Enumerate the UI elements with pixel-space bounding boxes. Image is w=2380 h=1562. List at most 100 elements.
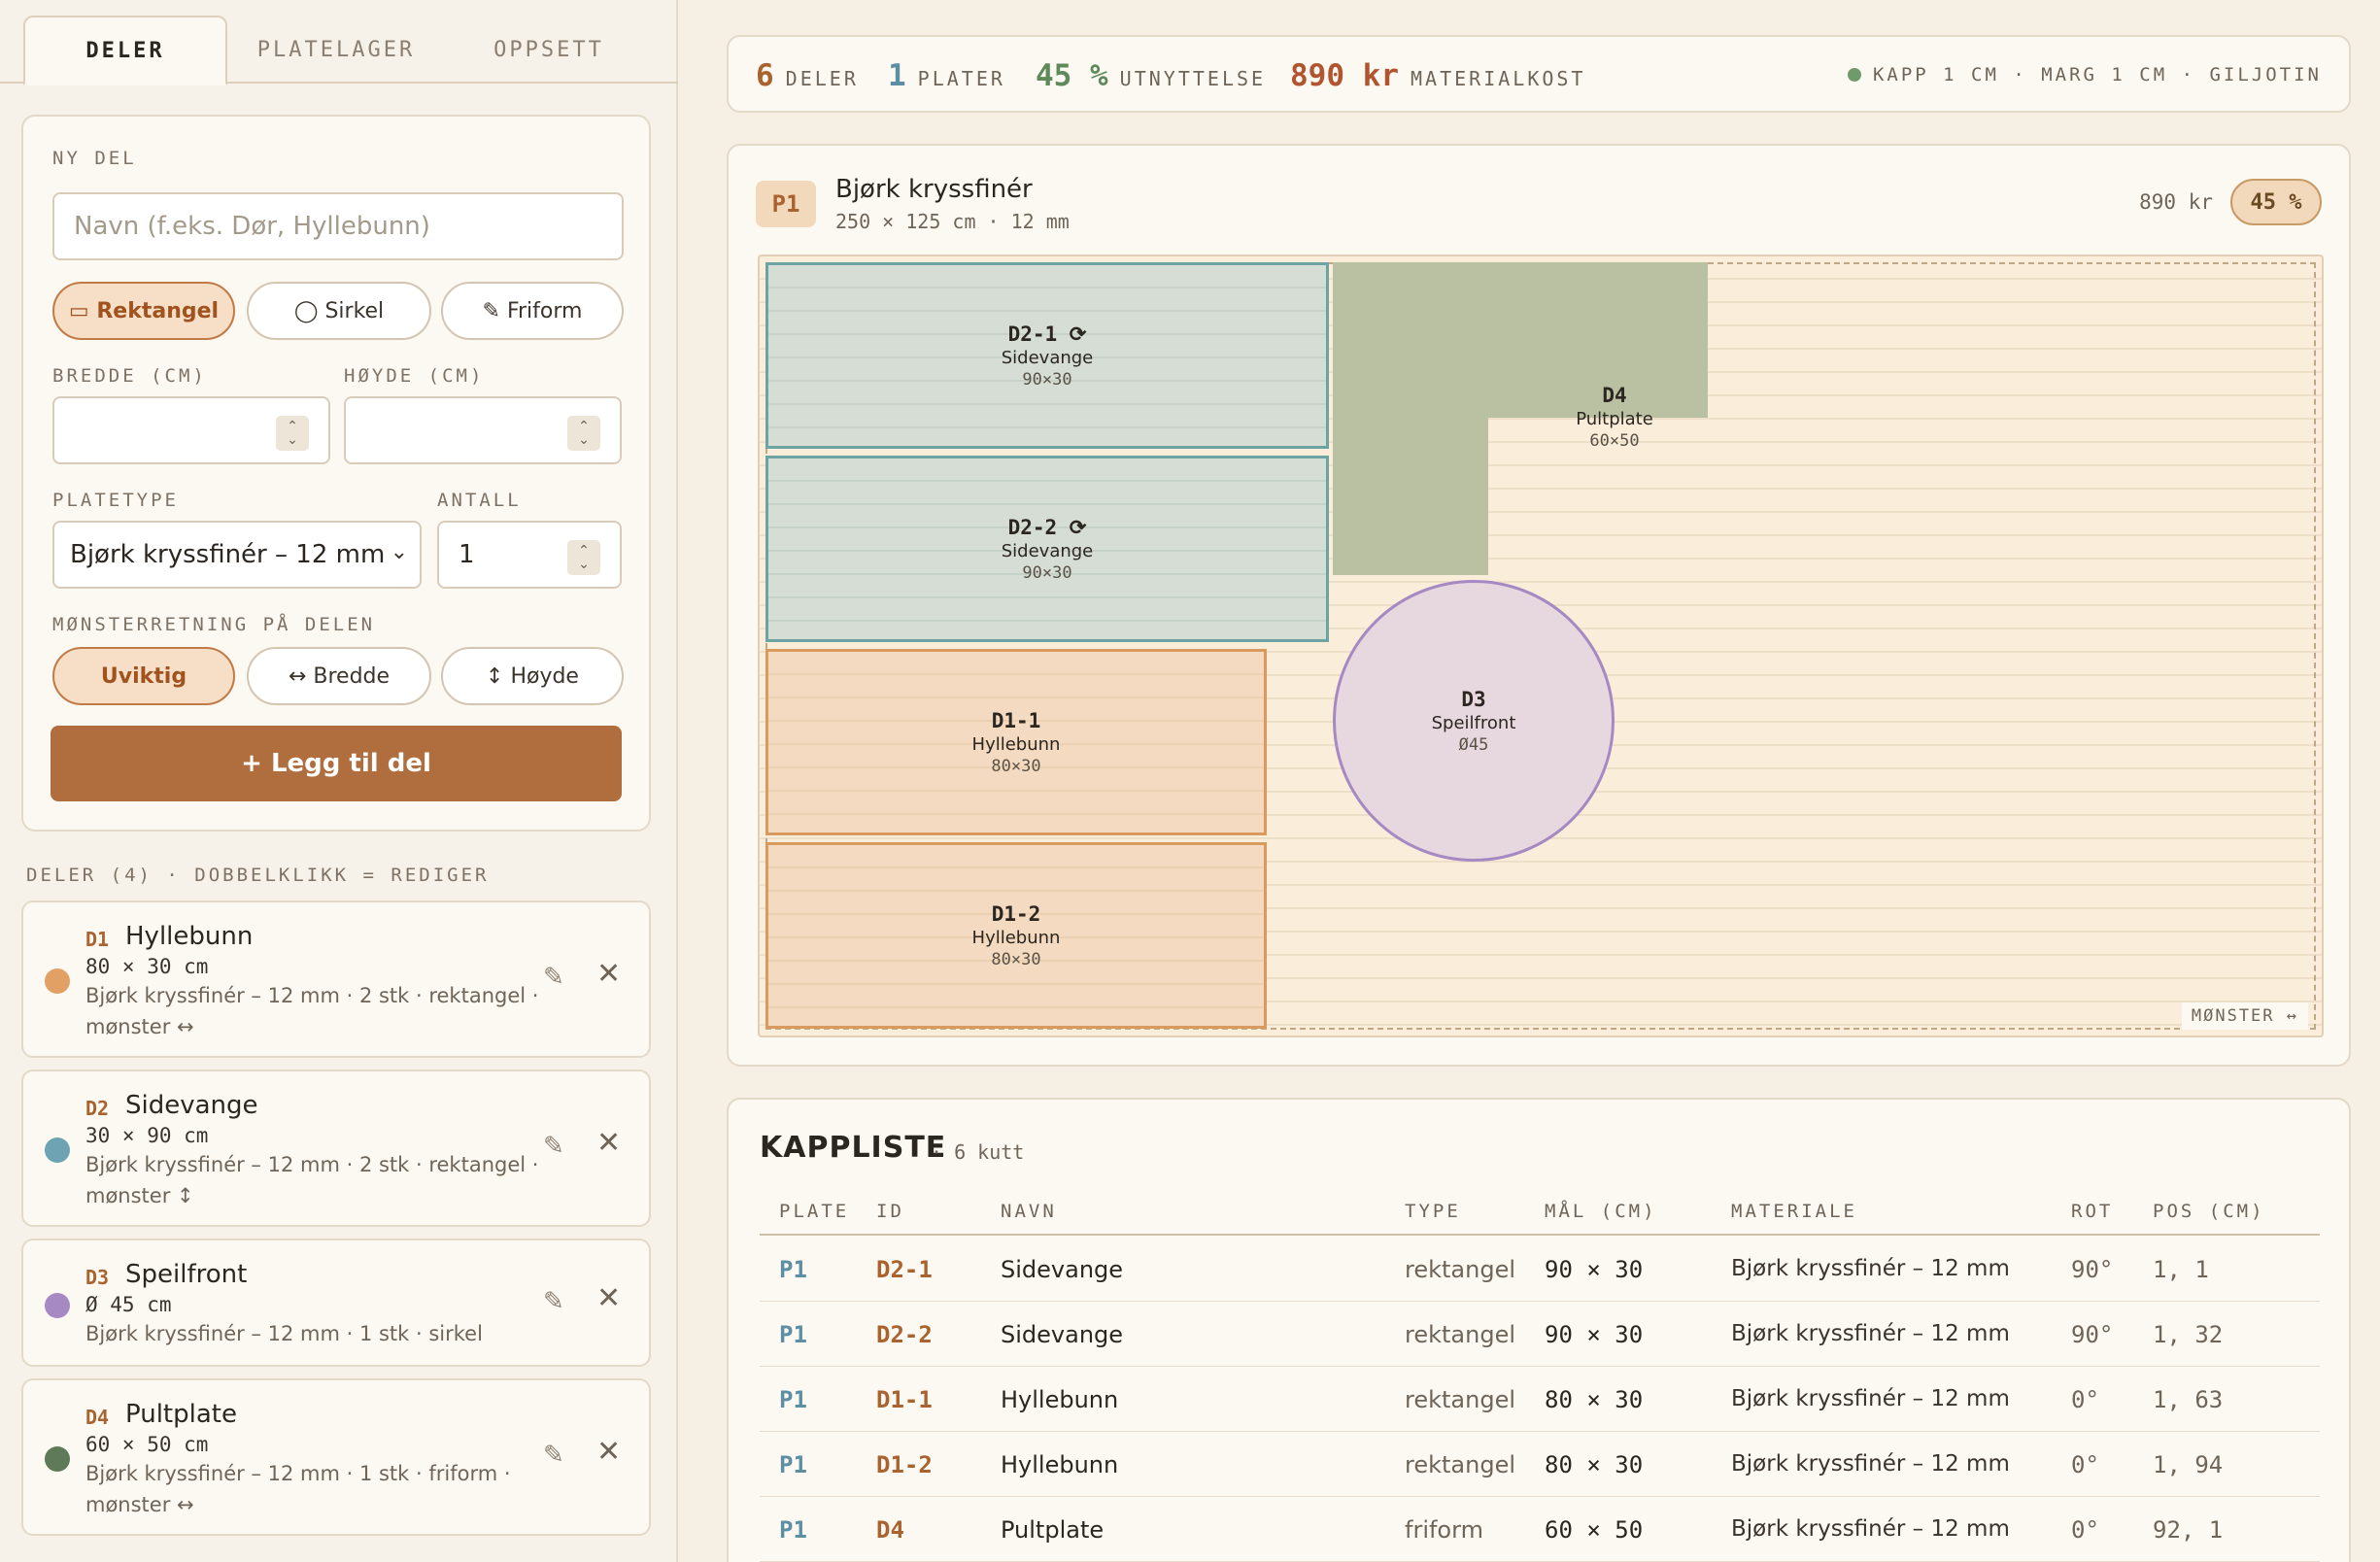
stat-parts: 6 DELER <box>756 58 859 93</box>
tab-bar: DELER PLATELAGER OPPSETT <box>0 0 678 85</box>
cell-name: Sidevange <box>1001 1256 1124 1283</box>
cell-dims: 80 × 30 <box>1545 1451 1644 1478</box>
tab-deler[interactable]: DELER <box>23 16 227 85</box>
part-id: D2 <box>85 1097 110 1120</box>
piece-name: Hyllebunn <box>971 733 1061 755</box>
platetype-select[interactable]: Bjørk kryssfinér – 12 mm ⌄ <box>52 521 422 589</box>
sheet-layout-board: D4 Pultplate 60×50 D2-1 ⟳ Sidevange 90×3… <box>758 255 2324 1037</box>
part-name: Pultplate <box>125 1400 237 1429</box>
stat-plates-label: PLATER <box>917 67 1005 90</box>
new-part-label: NY DEL <box>52 148 137 169</box>
width-stepper[interactable]: ⌃ ⌄ <box>276 416 309 451</box>
piece-dims: 60×50 <box>1589 430 1640 451</box>
cell-material: Bjørk kryssfinér – 12 mm <box>1731 1451 2010 1477</box>
sidebar: DELER PLATELAGER OPPSETT NY DEL Navn (f.… <box>0 0 678 1562</box>
piece-d1-1[interactable]: D1-1 Hyllebunn 80×30 <box>765 649 1267 835</box>
table-row[interactable]: P1 D2-1 Sidevange rektangel 90 × 30 Bjør… <box>760 1237 2320 1302</box>
sheet-utilization-badge: 45 % <box>2230 179 2322 225</box>
part-color-dot <box>45 1446 70 1472</box>
cut-settings-text: KAPP 1 CM · MARG 1 CM · GILJOTIN <box>1872 64 2322 85</box>
cutlist-card: KAPPLISTE · 6 kutt PLATE ID NAVN TYPE MÅ… <box>727 1098 2351 1562</box>
tab-oppsett[interactable]: OPPSETT <box>493 37 604 62</box>
cell-pos: 1, 94 <box>2153 1451 2224 1478</box>
grain-height-button[interactable]: ↕ Høyde <box>441 647 624 705</box>
grain-direction-tag: MØNSTER ↔ <box>2181 1002 2308 1030</box>
grain-width-button[interactable]: ↔ Bredde <box>247 647 431 705</box>
cell-plate: P1 <box>779 1516 807 1544</box>
piece-id: D2-2 ⟳ <box>1007 515 1087 539</box>
part-color-dot <box>45 1293 70 1318</box>
close-icon[interactable]: ✕ <box>596 1435 622 1469</box>
col-header-rot: ROT <box>2071 1201 2114 1222</box>
part-card-d1[interactable]: D1 Hyllebunn 80 × 30 cm Bjørk kryssfinér… <box>21 900 651 1058</box>
shape-circle-button[interactable]: ◯ Sirkel <box>247 282 431 340</box>
shape-freeform-button[interactable]: ✎ Friform <box>441 282 624 340</box>
cell-plate: P1 <box>779 1386 807 1413</box>
antall-input[interactable]: 1 ⌃ ⌄ <box>437 521 622 589</box>
table-row[interactable]: P1 D4 Pultplate friform 60 × 50 Bjørk kr… <box>760 1497 2320 1562</box>
pencil-icon[interactable]: ✎ <box>543 1441 564 1470</box>
piece-id: D1-2 <box>991 901 1041 926</box>
piece-dims: 80×30 <box>991 949 1041 969</box>
part-name-placeholder: Navn (f.eks. Dør, Hyllebunn) <box>74 212 430 241</box>
sheet-badge: P1 <box>756 181 816 227</box>
antall-label: ANTALL <box>437 490 522 511</box>
piece-d2-1[interactable]: D2-1 ⟳ Sidevange 90×30 <box>765 262 1329 449</box>
height-input[interactable]: ⌃ ⌄ <box>344 396 622 464</box>
stat-plates: 1 PLATER <box>888 58 1005 93</box>
cell-pos: 92, 1 <box>2153 1516 2224 1544</box>
close-icon[interactable]: ✕ <box>596 1126 622 1160</box>
cell-material: Bjørk kryssfinér – 12 mm <box>1731 1321 2010 1346</box>
stat-plates-value: 1 <box>888 58 906 93</box>
cell-type: rektangel <box>1405 1451 1515 1478</box>
piece-name: Pultplate <box>1576 408 1653 429</box>
cell-name: Hyllebunn <box>1001 1451 1119 1478</box>
piece-d3[interactable]: D3 Speilfront Ø45 <box>1333 580 1615 862</box>
part-name-input[interactable]: Navn (f.eks. Dør, Hyllebunn) <box>52 192 624 260</box>
pencil-icon[interactable]: ✎ <box>543 1287 564 1316</box>
grain-any-button[interactable]: Uviktig <box>52 647 235 705</box>
piece-d1-2[interactable]: D1-2 Hyllebunn 80×30 <box>765 842 1267 1029</box>
cell-id: D1-1 <box>876 1386 933 1413</box>
stat-utilization: 45 % UTNYTTELSE <box>1036 58 1266 93</box>
part-card-d4[interactable]: D4 Pultplate 60 × 50 cm Bjørk kryssfinér… <box>21 1378 651 1536</box>
part-card-d3[interactable]: D3 Speilfront Ø 45 cm Bjørk kryssfinér –… <box>21 1239 651 1367</box>
piece-d4-upper[interactable] <box>1333 262 1708 418</box>
close-icon[interactable]: ✕ <box>596 957 622 991</box>
piece-dims: 90×30 <box>1022 369 1072 390</box>
cutlist-title: KAPPLISTE <box>760 1131 947 1165</box>
table-row[interactable]: P1 D1-2 Hyllebunn rektangel 80 × 30 Bjør… <box>760 1432 2320 1497</box>
piece-d2-2[interactable]: D2-2 ⟳ Sidevange 90×30 <box>765 456 1329 642</box>
cell-material: Bjørk kryssfinér – 12 mm <box>1731 1516 2010 1542</box>
sheet-cost: 890 kr <box>2139 190 2213 214</box>
shape-rectangle-button[interactable]: ▭ Rektangel <box>52 282 235 340</box>
cell-material: Bjørk kryssfinér – 12 mm <box>1731 1386 2010 1411</box>
platetype-label: PLATETYPE <box>52 490 179 511</box>
col-header-name: NAVN <box>1001 1201 1057 1222</box>
cell-pos: 1, 32 <box>2153 1321 2224 1348</box>
cell-dims: 80 × 30 <box>1545 1386 1644 1413</box>
pencil-icon[interactable]: ✎ <box>543 963 564 992</box>
cell-name: Pultplate <box>1001 1516 1105 1544</box>
part-dims: Ø 45 cm <box>85 1293 172 1316</box>
col-header-dims: MÅL (CM) <box>1545 1201 1657 1222</box>
part-card-d2[interactable]: D2 Sidevange 30 × 90 cm Bjørk kryssfinér… <box>21 1070 651 1227</box>
add-part-button[interactable]: + Legg til del <box>51 726 622 801</box>
col-header-plate: PLATE <box>779 1201 850 1222</box>
height-stepper[interactable]: ⌃ ⌄ <box>567 416 600 451</box>
cell-rot: 0° <box>2071 1516 2099 1544</box>
table-row[interactable]: P1 D2-2 Sidevange rektangel 90 × 30 Bjør… <box>760 1302 2320 1367</box>
pencil-icon[interactable]: ✎ <box>543 1132 564 1161</box>
cutlist-count: · 6 kutt <box>931 1140 1025 1164</box>
close-icon[interactable]: ✕ <box>596 1281 622 1315</box>
part-name: Hyllebunn <box>125 922 254 951</box>
cell-type: rektangel <box>1405 1256 1515 1283</box>
table-row[interactable]: P1 D1-1 Hyllebunn rektangel 80 × 30 Bjør… <box>760 1367 2320 1432</box>
cell-material: Bjørk kryssfinér – 12 mm <box>1731 1256 2010 1281</box>
width-input[interactable]: ⌃ ⌄ <box>52 396 330 464</box>
cell-type: rektangel <box>1405 1386 1515 1413</box>
antall-stepper[interactable]: ⌃ ⌄ <box>567 540 600 575</box>
piece-name: Hyllebunn <box>971 927 1061 948</box>
piece-d4-lower[interactable] <box>1333 418 1488 575</box>
tab-platelager[interactable]: PLATELAGER <box>256 37 416 62</box>
